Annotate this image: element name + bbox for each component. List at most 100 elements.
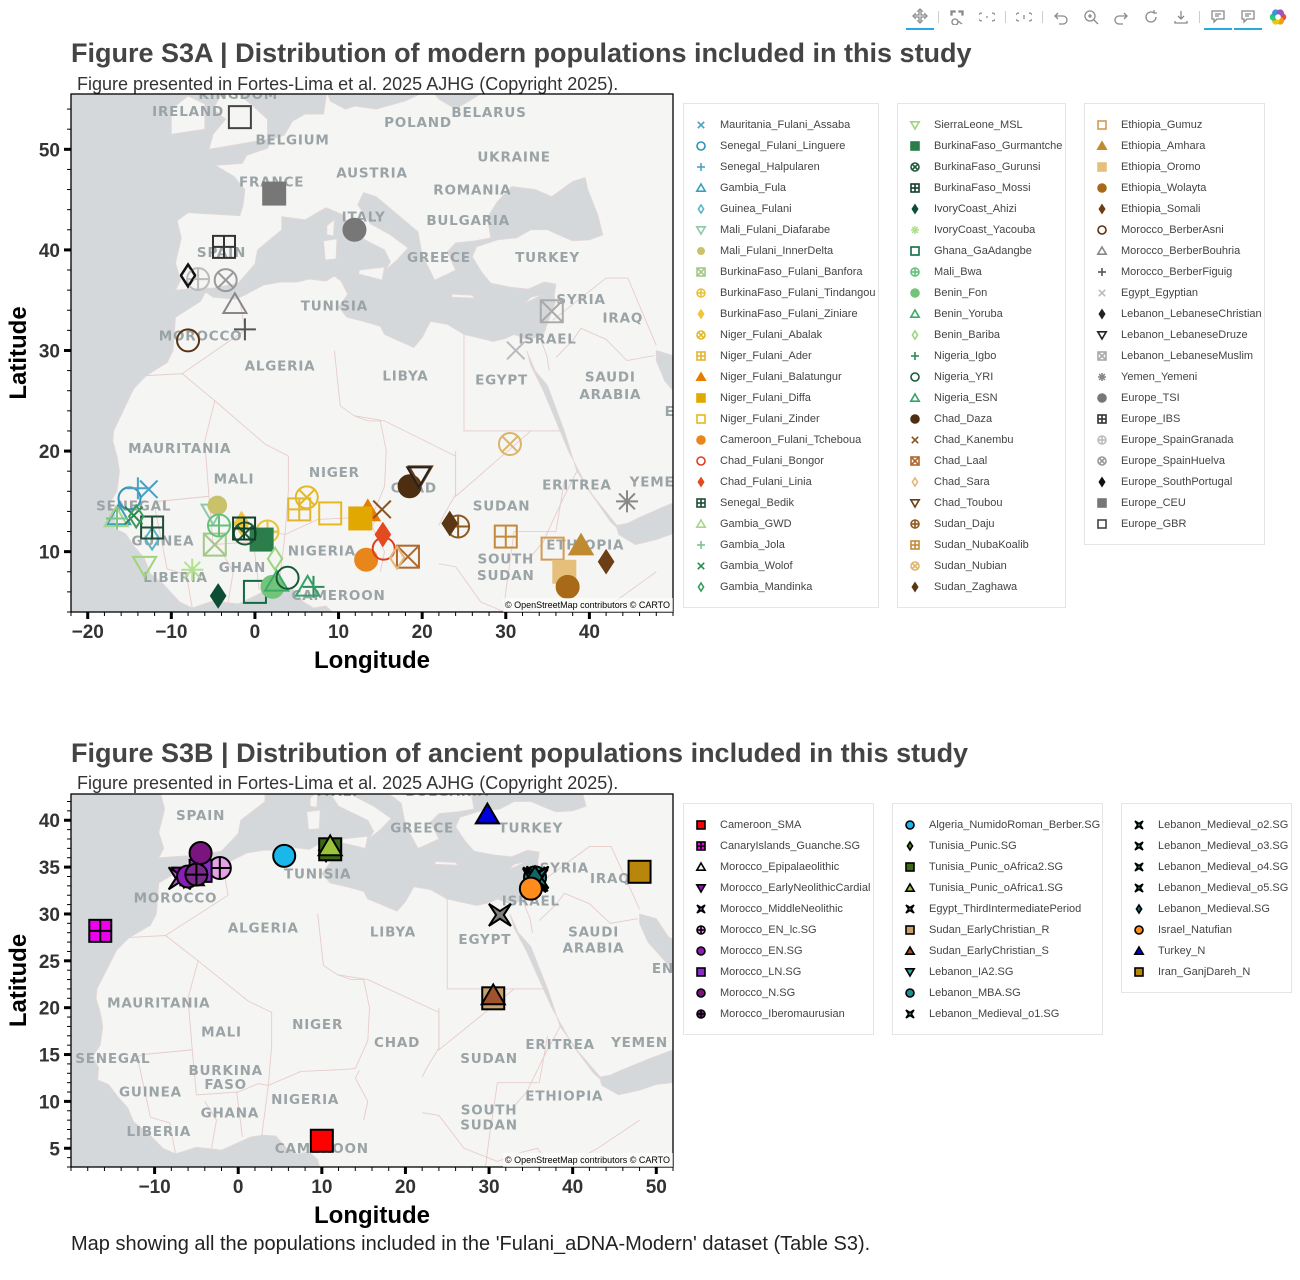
legend-item[interactable]: Sudan_Zaghawa — [908, 576, 1017, 597]
map-point-Tunisia_Punic_oAfrica1.SG[interactable] — [316, 833, 344, 857]
legend-item[interactable]: Tunisia_Punic_oAfrica1.SG — [903, 877, 1063, 898]
map-point-Ethiopia_Amhara[interactable] — [567, 532, 595, 556]
legend-item[interactable]: Morocco_Epipalaeolithic — [694, 856, 839, 877]
legend-item[interactable]: Turkey_N — [1132, 940, 1205, 961]
legend-item[interactable]: Lebanon_LebaneseMuslim — [1095, 345, 1253, 366]
map-point-Chad_Kanembu[interactable] — [372, 499, 392, 519]
legend-item[interactable]: Chad_Sara — [908, 471, 990, 492]
legend-item[interactable]: Benin_Yoruba — [908, 303, 1003, 324]
map-point-Morocco_BerberBouhria[interactable] — [221, 291, 249, 315]
legend-item[interactable]: Chad_Toubou — [908, 492, 1003, 513]
legend-item[interactable]: Morocco_EarlyNeolithicCardial — [694, 877, 870, 898]
legend-item[interactable]: Chad_Daza — [908, 408, 992, 429]
legend-item[interactable]: Lebanon_LebaneseChristian — [1095, 303, 1262, 324]
map-point-Cameroon_SMA[interactable] — [309, 1128, 334, 1153]
legend-item[interactable]: BurkinaFaso_Fulani_Ziniare — [694, 303, 858, 324]
legend-item[interactable]: Lebanon_Medieval_o2.SG — [1132, 814, 1288, 835]
legend-item[interactable]: Senegal_Bedik — [694, 492, 794, 513]
map-point-Niger_Fulani_Ader[interactable] — [287, 497, 312, 522]
legend-item[interactable]: Morocco_MiddleNeolithic — [694, 898, 843, 919]
legend-item[interactable]: Chad_Laal — [908, 450, 987, 471]
map-point-Benin_Yoruba[interactable] — [263, 568, 290, 592]
legend-item[interactable]: Sudan_EarlyChristian_R — [903, 919, 1049, 940]
hover-tool-1[interactable] — [1204, 4, 1232, 30]
legend-item[interactable]: Morocco_N.SG — [694, 982, 795, 1003]
legend-item[interactable]: Morocco_BerberFiguig — [1095, 261, 1232, 282]
legend-item[interactable]: Israel_Natufian — [1132, 919, 1232, 940]
legend-item[interactable]: Guinea_Fulani — [694, 198, 792, 219]
legend-item[interactable]: BurkinaFaso_Mossi — [908, 177, 1031, 198]
legend-item[interactable]: Ethiopia_Wolayta — [1095, 177, 1206, 198]
legend-item[interactable]: Morocco_LN.SG — [694, 961, 801, 982]
map-point-Sudan_EarlyChristian_S[interactable] — [479, 982, 507, 1006]
wheel-zoom-y-tool[interactable] — [1010, 5, 1038, 29]
undo-tool[interactable] — [1047, 5, 1075, 29]
legend-item[interactable]: BurkinaFaso_Gurunsi — [908, 156, 1040, 177]
map-point-Ethiopia_Wolayta[interactable] — [555, 574, 580, 599]
legend-item[interactable]: Chad_Fulani_Bongor — [694, 450, 824, 471]
map-point-Senegal_Halpularen[interactable] — [126, 477, 149, 500]
map-point-Lebanon_LebaneseDruze[interactable] — [405, 466, 433, 490]
map-point-Morocco_Iberomaurusian[interactable] — [184, 862, 209, 887]
map-point-Cameroon_Fulani_Tcheboua[interactable] — [354, 547, 379, 572]
map-point-Turkey_N[interactable] — [474, 801, 501, 825]
save-tool[interactable] — [1167, 5, 1195, 29]
legend-item[interactable]: Egypt_ThirdIntermediatePeriod — [903, 898, 1081, 919]
legend-item[interactable]: BurkinaFaso_Fulani_Tindangou — [694, 282, 876, 303]
map-point-Europe_IBS[interactable] — [212, 234, 237, 259]
map-point-Israel_Natufian[interactable] — [518, 876, 543, 901]
map-point-Morocco_N.SG[interactable] — [188, 841, 213, 866]
map-point-Europe_SpainHuelva[interactable] — [213, 268, 238, 293]
legend-item[interactable]: Sudan_Daju — [908, 513, 995, 534]
legend-item[interactable]: Cameroon_Fulani_Tcheboua — [694, 429, 861, 450]
legend-item[interactable]: Niger_Fulani_Balatungur — [694, 366, 842, 387]
map-point-Europe_TSI[interactable] — [342, 217, 367, 242]
legend-item[interactable]: Lebanon_Medieval_o3.SG — [1132, 835, 1288, 856]
legend-item[interactable]: BurkinaFaso_Gurmantche — [908, 135, 1062, 156]
legend-item[interactable]: Europe_SouthPortugal — [1095, 471, 1232, 492]
map-point-BurkinaFaso_Mossi[interactable] — [232, 516, 257, 541]
legend-item[interactable]: Niger_Fulani_Ader — [694, 345, 812, 366]
map-point-Niger_Fulani_Diffa[interactable] — [348, 506, 373, 531]
map-point-Europe_GBR[interactable] — [227, 105, 252, 130]
legend-item[interactable]: Lebanon_Medieval_o1.SG — [903, 1003, 1059, 1024]
legend-item[interactable]: Sudan_EarlyChristian_S — [903, 940, 1049, 961]
map-point-IvoryCoast_Ahizi[interactable] — [209, 583, 227, 609]
legend-item[interactable]: Morocco_BerberBouhria — [1095, 240, 1240, 261]
map-point-Benin_Bariba[interactable] — [266, 545, 284, 572]
legend-item[interactable]: IvoryCoast_Ahizi — [908, 198, 1017, 219]
legend-item[interactable]: Europe_SpainHuelva — [1095, 450, 1225, 471]
map-point-Chad_Sara[interactable] — [388, 544, 406, 571]
legend-item[interactable]: Ghana_GaAdangbe — [908, 240, 1032, 261]
map-point-Nigeria_ESN[interactable] — [294, 573, 321, 597]
hover-tool-2[interactable] — [1234, 4, 1262, 30]
legend-item[interactable]: Nigeria_YRI — [908, 366, 993, 387]
legend-item[interactable]: Lebanon_LebaneseDruze — [1095, 324, 1248, 345]
map-point-SierraLeone_MSL[interactable] — [131, 555, 158, 579]
map-point-Iran_GanjDareh_N[interactable] — [627, 859, 652, 884]
pan-tool[interactable] — [906, 4, 934, 30]
map-point-Senegal_Bedik[interactable] — [140, 515, 165, 540]
legend-item[interactable]: Senegal_Halpularen — [694, 156, 820, 177]
legend-item[interactable]: Morocco_EN.SG — [694, 940, 803, 961]
legend-item[interactable]: Mali_Fulani_InnerDelta — [694, 240, 833, 261]
map-point-BurkinaFaso_Fulani_Banfora[interactable] — [202, 532, 227, 557]
legend-item[interactable]: Europe_TSI — [1095, 387, 1180, 408]
legend-item[interactable]: Iran_GanjDareh_N — [1132, 961, 1250, 982]
legend-item[interactable]: Niger_Fulani_Diffa — [694, 387, 811, 408]
legend-item[interactable]: Sudan_Nubian — [908, 555, 1007, 576]
legend-item[interactable]: Niger_Fulani_Abalak — [694, 324, 822, 345]
map-point-Gambia_Jola[interactable] — [105, 507, 128, 530]
legend-item[interactable]: Algeria_NumidoRoman_Berber.SG — [903, 814, 1100, 835]
legend-item[interactable]: Europe_CEU — [1095, 492, 1186, 513]
map-point-Nigeria_YRI[interactable] — [275, 565, 300, 590]
legend-item[interactable]: Chad_Fulani_Linia — [694, 471, 812, 492]
legend-item[interactable]: Europe_GBR — [1095, 513, 1186, 534]
zoom-in-tool[interactable] — [1077, 5, 1105, 29]
legend-item[interactable]: Mauritania_Fulani_Assaba — [694, 114, 850, 135]
legend-item[interactable]: Chad_Kanembu — [908, 429, 1014, 450]
box-zoom-tool[interactable] — [943, 5, 971, 29]
map-point-Niger_Fulani_Zinder[interactable] — [318, 501, 343, 526]
legend-item[interactable]: Morocco_BerberAsni — [1095, 219, 1224, 240]
